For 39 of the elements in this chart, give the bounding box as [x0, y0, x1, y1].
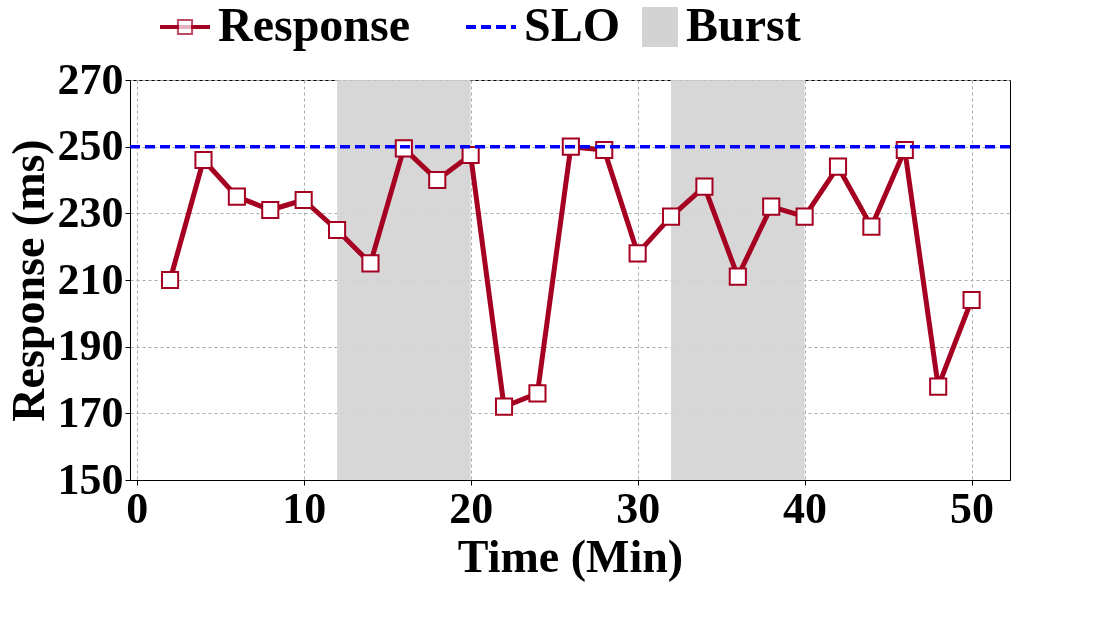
point [461, 145, 480, 165]
y-tick-label: 230 [57, 187, 124, 237]
x-axis-title: Time (Min) [457, 530, 684, 582]
y-tick-label: 190 [57, 321, 124, 371]
y-axis-title: Response (ms) [2, 139, 54, 422]
point [661, 207, 681, 226]
point [361, 254, 380, 273]
y-tick-label: 150 [57, 454, 124, 504]
point [762, 197, 781, 216]
point [428, 170, 447, 190]
point [261, 200, 280, 220]
x-tick-label: 30 [616, 483, 661, 533]
x-tick-label: 0 [126, 483, 149, 533]
point [828, 157, 848, 176]
point [695, 177, 714, 196]
point [194, 150, 213, 170]
legend-label: Response [218, 0, 411, 51]
point [494, 397, 514, 416]
point [227, 187, 246, 206]
y-tick-label: 250 [57, 121, 124, 171]
point [628, 244, 647, 263]
legend-label: SLO [524, 0, 621, 51]
point [161, 270, 180, 290]
x-tick-label: 10 [282, 483, 327, 533]
point [294, 190, 313, 210]
point [929, 377, 948, 396]
y-tick-label: 170 [57, 387, 124, 437]
point [328, 220, 347, 240]
x-tick-label: 50 [950, 483, 995, 533]
point [795, 207, 814, 226]
point [728, 267, 747, 286]
y-tick-label: 210 [57, 254, 124, 304]
point [962, 290, 981, 310]
x-tick-label: 40 [783, 483, 828, 533]
y-tick-label: 270 [57, 54, 124, 104]
x-tick-label: 20 [449, 483, 494, 533]
point [862, 217, 881, 236]
legend-label: Burst [686, 0, 801, 51]
point [528, 384, 547, 403]
